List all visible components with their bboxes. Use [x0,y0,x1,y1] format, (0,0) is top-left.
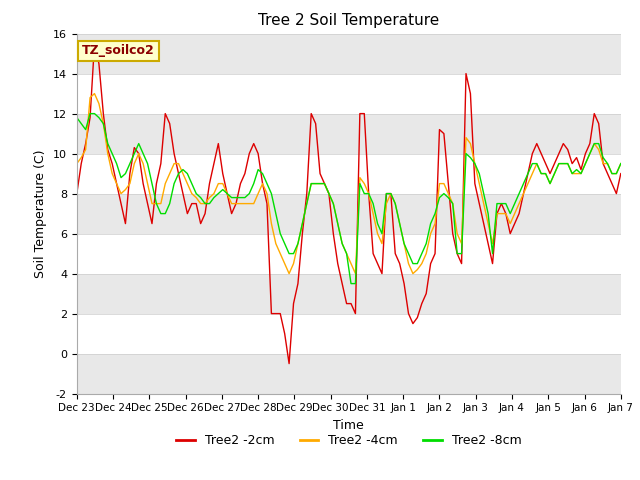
Line: Tree2 -8cm: Tree2 -8cm [77,114,621,284]
Legend: Tree2 -2cm, Tree2 -4cm, Tree2 -8cm: Tree2 -2cm, Tree2 -4cm, Tree2 -8cm [171,429,527,452]
Tree2 -2cm [77,161,85,167]
Title: Tree 2 Soil Temperature: Tree 2 Soil Temperature [258,13,440,28]
Line: Tree2 -4cm: Tree2 -4cm [77,94,621,274]
Tree2 -4cm [179,171,187,177]
Tree2 -4cm [285,271,293,276]
Tree2 -2cm [179,191,187,196]
Tree2 -8cm [86,111,94,117]
Tree2 -8cm [73,115,81,120]
Tree2 -8cm [237,195,244,201]
Tree2 -2cm [113,180,120,186]
Tree2 -4cm [91,91,99,96]
Tree2 -4cm [321,180,328,186]
Tree2 -8cm [179,167,187,172]
Tree2 -8cm [77,120,85,126]
Tree2 -4cm [77,155,85,160]
Tree2 -2cm [285,361,293,367]
Bar [77,114,621,154]
Tree2 -2cm [321,180,328,186]
Tree2 -2cm [237,180,244,186]
Text: TZ_soilco2: TZ_soilco2 [82,44,155,58]
Tree2 -4cm [113,180,120,186]
Tree2 -4cm [396,221,403,227]
Line: Tree2 -2cm: Tree2 -2cm [77,44,621,364]
Tree2 -4cm [73,161,81,167]
Y-axis label: Soil Temperature (C): Soil Temperature (C) [35,149,47,278]
Bar [77,354,621,394]
Tree2 -8cm [396,221,403,227]
Tree2 -8cm [316,180,324,186]
Bar [77,34,621,73]
Tree2 -4cm [617,161,625,167]
Tree2 -2cm [396,261,403,266]
Tree2 -8cm [617,161,625,167]
Tree2 -8cm [347,281,355,287]
X-axis label: Time: Time [333,419,364,432]
Bar [77,274,621,313]
Tree2 -2cm [91,41,99,47]
Tree2 -2cm [617,171,625,177]
Tree2 -4cm [237,201,244,206]
Bar [77,193,621,234]
Tree2 -2cm [73,191,81,196]
Tree2 -8cm [113,161,120,167]
